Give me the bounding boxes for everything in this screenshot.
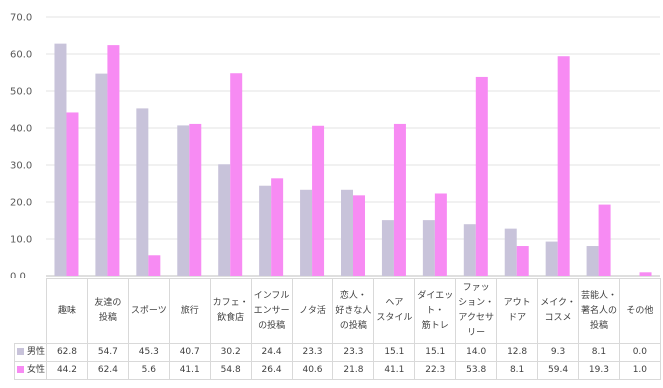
bar-series-1 xyxy=(54,43,67,276)
category-label: アウト ドア xyxy=(496,278,539,344)
bar-series-2 xyxy=(230,73,243,277)
legend-swatch xyxy=(17,348,24,355)
y-tick-label: 10.0 xyxy=(10,235,32,246)
bar-series-2 xyxy=(557,56,570,276)
bar-series-1 xyxy=(95,73,108,276)
category-label: 友達の 投稿 xyxy=(86,278,129,344)
category-label: ヘア スタイル xyxy=(373,278,416,344)
data-label: 22.3 xyxy=(414,361,457,380)
legend-swatch xyxy=(17,366,24,373)
bar-series-2 xyxy=(271,178,284,276)
data-label: 14.0 xyxy=(455,343,498,362)
bar-series-1 xyxy=(545,241,558,276)
category-label: インフル エンサー の投稿 xyxy=(250,278,293,344)
bar-series-1 xyxy=(586,246,599,276)
data-label: 12.8 xyxy=(496,343,539,362)
category-label: カフェ・ 飲食店 xyxy=(209,278,252,344)
y-tick-label: 40.0 xyxy=(10,124,32,135)
table-row: 男性 62.8 54.7 45.3 40.7 30.2 24.4 23.3 23.3 15.1 15… xyxy=(14,343,661,362)
data-label: 44.2 xyxy=(46,361,88,380)
data-label: 40.6 xyxy=(291,361,334,380)
data-label: 19.3 xyxy=(577,361,620,380)
y-axis-ticks: 0.0 10.0 20.0 30.0 40.0 50.0 60.0 70.0 xyxy=(10,13,32,279)
bar-series-1 xyxy=(300,189,313,276)
y-tick-label: 60.0 xyxy=(10,50,32,61)
bar-series-2 xyxy=(312,125,325,276)
category-label: その他 xyxy=(618,278,661,344)
data-label: 24.4 xyxy=(250,343,293,362)
category-label: 趣味 xyxy=(46,278,88,344)
data-label: 15.1 xyxy=(373,343,416,362)
bar-series-1 xyxy=(177,125,190,276)
data-label: 54.8 xyxy=(209,361,252,380)
data-label: 8.1 xyxy=(496,361,539,380)
data-label: 15.1 xyxy=(414,343,457,362)
y-tick-label: 30.0 xyxy=(10,161,32,172)
category-label: 旅行 xyxy=(168,278,211,344)
bar-series-2 xyxy=(189,123,202,277)
bar-series-1 xyxy=(341,189,353,276)
bar-series-2 xyxy=(66,112,79,277)
y-tick-label: 50.0 xyxy=(10,87,32,98)
data-label: 54.7 xyxy=(86,343,129,362)
data-label: 21.8 xyxy=(332,361,375,380)
data-label: 23.3 xyxy=(332,343,375,362)
bar-series-1 xyxy=(381,220,394,276)
category-label: ノタ活 xyxy=(291,278,334,344)
bar-series-1 xyxy=(422,220,435,276)
bar-series-1 xyxy=(259,185,272,276)
bar-chart: 0.0 10.0 20.0 30.0 40.0 50.0 60.0 70.0 xyxy=(10,13,660,279)
data-label: 23.3 xyxy=(291,343,334,362)
series-label: 女性 xyxy=(14,361,47,380)
bar-series-2 xyxy=(516,246,529,276)
bar-series-1 xyxy=(136,108,149,276)
data-label: 40.7 xyxy=(168,343,211,362)
data-table: 趣味 友達の 投稿 スポーツ 旅行 カフェ・ 飲食店 インフル エンサー の投稿 ノタ活 恋人・ 好きな… xyxy=(14,278,661,380)
y-tick-label: 20.0 xyxy=(10,198,32,209)
category-label: 恋人・ 好きな人 の投稿 xyxy=(332,278,375,344)
data-label: 41.1 xyxy=(373,361,416,380)
bar-series-2 xyxy=(475,76,488,276)
data-label: 5.6 xyxy=(127,361,170,380)
data-label: 8.1 xyxy=(577,343,620,362)
series-label: 男性 xyxy=(14,343,47,362)
data-label: 1.0 xyxy=(618,361,661,380)
bar-series-1 xyxy=(504,228,517,276)
y-tick-label: 70.0 xyxy=(10,13,32,24)
category-label: スポーツ xyxy=(127,278,170,344)
y-tick-label: 0.0 xyxy=(10,272,26,279)
category-label: メイク・ コスメ xyxy=(537,278,579,344)
data-label: 30.2 xyxy=(209,343,252,362)
data-label: 9.3 xyxy=(537,343,579,362)
data-label: 0.0 xyxy=(618,343,661,362)
bar-series-2 xyxy=(148,255,161,276)
data-label: 26.4 xyxy=(250,361,293,380)
bars xyxy=(54,43,652,277)
data-label: 62.4 xyxy=(86,361,129,380)
data-label: 53.8 xyxy=(455,361,498,380)
bar-series-2 xyxy=(434,193,447,276)
table-row: 女性 44.2 62.4 5.6 41.1 54.8 26.4 40.6 21.8 41.1 22.… xyxy=(14,361,661,380)
bar-series-1 xyxy=(218,164,231,276)
category-label: ファッ ション・ アクセサ リー xyxy=(455,278,498,344)
category-label: 芸能人・ 著名人の 投稿 xyxy=(577,278,620,344)
category-label: ダイエッ ト・ 筋トレ xyxy=(414,278,457,344)
bar-series-2 xyxy=(639,272,652,276)
data-label: 62.8 xyxy=(46,343,88,362)
data-table-container: 趣味 友達の 投稿 スポーツ 旅行 カフェ・ 飲食店 インフル エンサー の投稿 ノタ活 恋人・ 好きな… xyxy=(14,278,661,380)
bar-series-2 xyxy=(598,204,611,276)
bar-series-2 xyxy=(107,45,120,277)
bar-series-2 xyxy=(393,123,406,277)
data-label: 59.4 xyxy=(537,361,579,380)
table-corner xyxy=(14,278,47,344)
data-label: 41.1 xyxy=(168,361,211,380)
category-row: 趣味 友達の 投稿 スポーツ 旅行 カフェ・ 飲食店 インフル エンサー の投稿 ノタ活 恋人・ 好きな… xyxy=(14,278,661,344)
bar-series-2 xyxy=(353,195,365,276)
bar-series-1 xyxy=(463,224,476,276)
data-label: 45.3 xyxy=(127,343,170,362)
